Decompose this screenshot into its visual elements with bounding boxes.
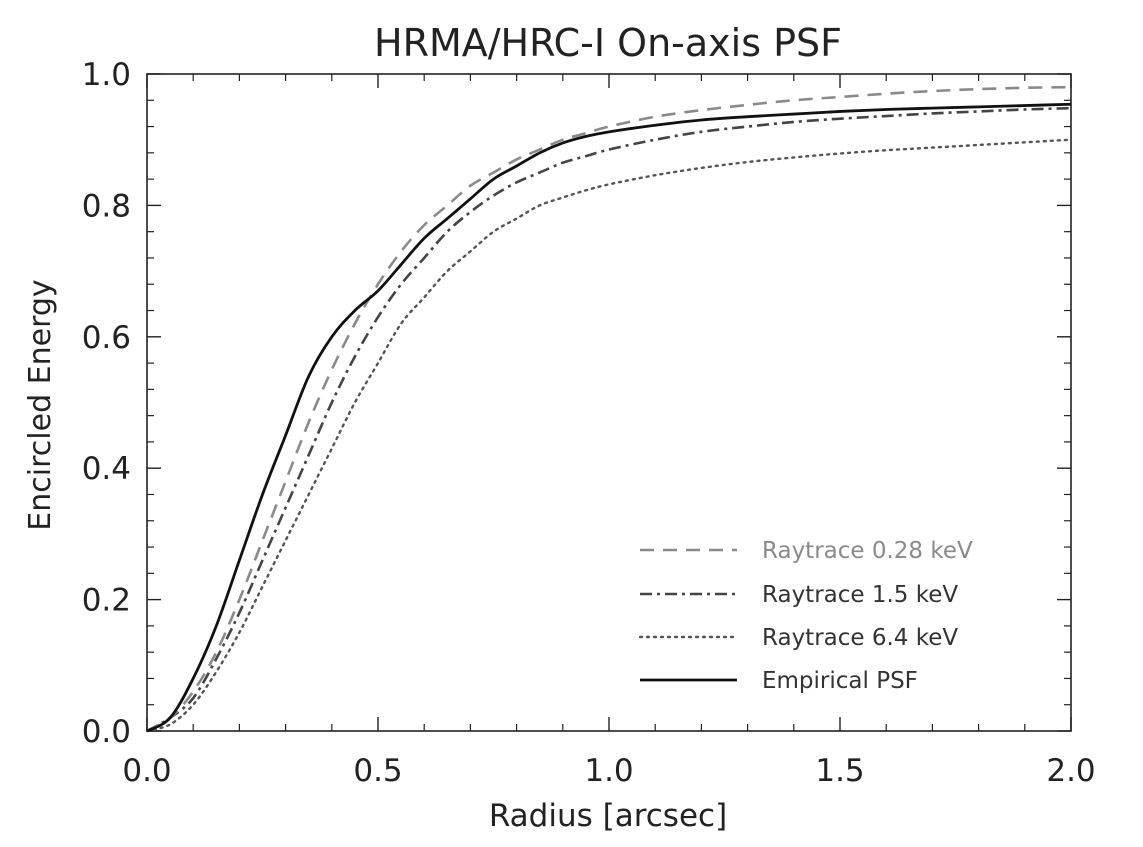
y-tick-label: 1.0 bbox=[82, 57, 131, 93]
y-tick-label: 0.4 bbox=[82, 451, 131, 487]
y-tick-label: 0.6 bbox=[82, 320, 131, 356]
series-line-dashed bbox=[146, 85, 1072, 733]
x-tick-label: 2.0 bbox=[1046, 753, 1095, 789]
x-tick-label: 0.0 bbox=[122, 753, 171, 789]
x-axis-label: Radius [arcsec] bbox=[489, 798, 727, 834]
series-line-dotted bbox=[145, 138, 1073, 733]
legend-label: Raytrace 6.4 keV bbox=[762, 625, 958, 651]
y-tick-label: 0.0 bbox=[82, 714, 131, 750]
legend: Raytrace 0.28 keV Raytrace 1.5 keV Raytrac… bbox=[638, 538, 973, 694]
series-line-dashdot bbox=[146, 106, 1072, 733]
series-line-solid bbox=[146, 102, 1072, 733]
y-tick-label: 0.2 bbox=[82, 583, 131, 619]
chart-title: HRMA/HRC-I On-axis PSF bbox=[374, 21, 842, 65]
x-tick-label: 0.5 bbox=[353, 753, 402, 789]
y-tick-label: 0.8 bbox=[82, 188, 131, 224]
y-axis-label: Encircled Energy bbox=[23, 279, 58, 530]
x-tick-label: 1.0 bbox=[584, 753, 633, 789]
x-tick-label: 1.5 bbox=[815, 753, 864, 789]
legend-label: Raytrace 0.28 keV bbox=[762, 538, 973, 564]
plot-area: 0.0 0.5 1.0 1.5 2.0 0.0 0.2 0.4 0.6 0.8 1.0 bbox=[82, 57, 1096, 789]
legend-label: Empirical PSF bbox=[762, 668, 918, 694]
legend-label: Raytrace 1.5 keV bbox=[762, 582, 958, 608]
